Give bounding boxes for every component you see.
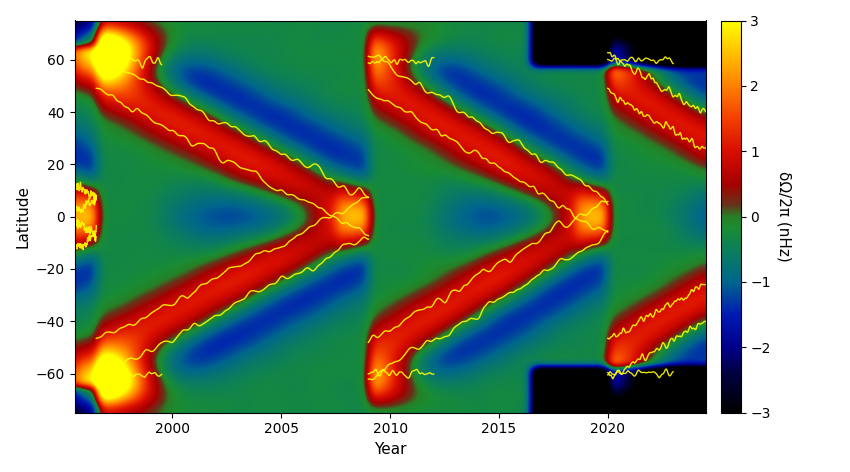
Y-axis label: δΩ/2π (nHz): δΩ/2π (nHz) [777, 171, 791, 262]
X-axis label: Year: Year [374, 442, 406, 457]
Y-axis label: Latitude: Latitude [15, 185, 30, 248]
